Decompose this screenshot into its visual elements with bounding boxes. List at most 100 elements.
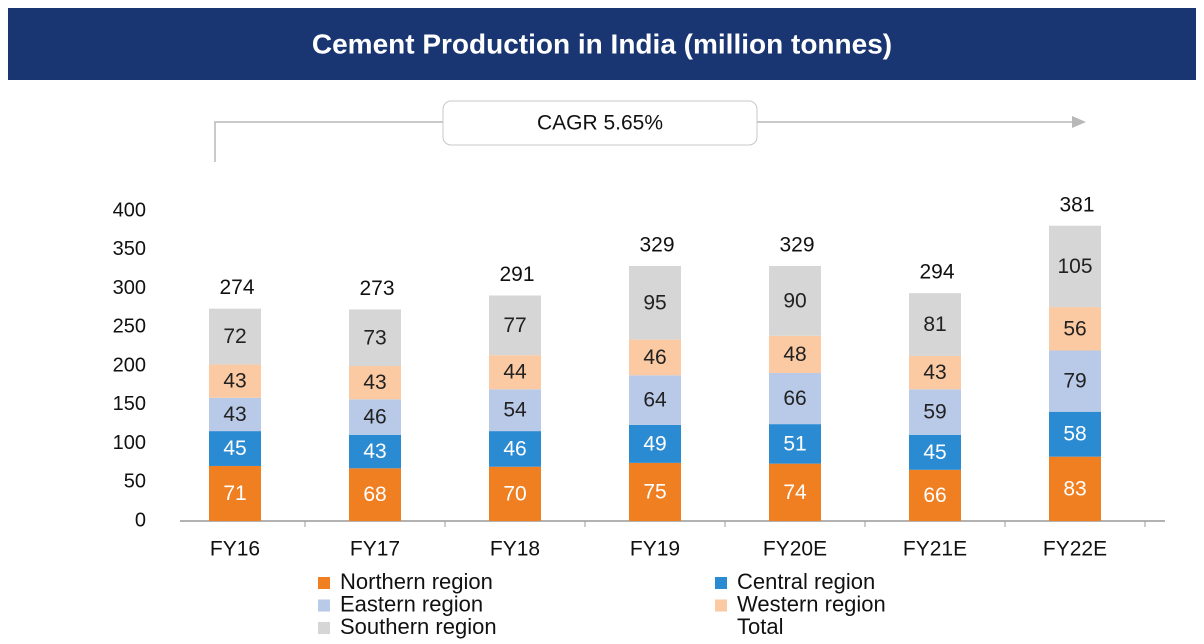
y-tick-label: 150 [113, 393, 146, 415]
bar-segment [909, 469, 961, 521]
data-label: 90 [783, 289, 806, 312]
data-label: 59 [923, 401, 946, 424]
bar-segment [629, 375, 681, 425]
data-label: 54 [503, 399, 527, 422]
x-tick-label: FY16 [210, 538, 260, 561]
data-label: 77 [503, 314, 526, 337]
legend-label: Central region [737, 569, 875, 594]
data-label: 74 [783, 481, 807, 504]
bar-segment [489, 355, 541, 390]
bar-segment [489, 466, 541, 521]
total-label: 291 [499, 263, 534, 286]
legend-swatch [715, 577, 727, 589]
legend-label: Western region [737, 591, 886, 616]
data-label: 48 [783, 343, 806, 366]
bar-segment [209, 465, 261, 521]
bar-segment [209, 397, 261, 432]
y-tick-label: 0 [135, 509, 146, 531]
data-label: 64 [643, 389, 667, 412]
data-label: 81 [923, 313, 946, 336]
data-label: 51 [783, 432, 806, 455]
y-tick-label: 400 [113, 199, 146, 221]
x-tick-label: FY17 [350, 538, 400, 561]
bar-segment [489, 389, 541, 432]
data-label: 66 [923, 484, 946, 507]
bar-segment [909, 355, 961, 390]
legend-swatch [318, 599, 330, 612]
y-tick-label: 300 [113, 277, 146, 299]
bar-segment [349, 468, 401, 521]
total-label: 294 [919, 261, 954, 284]
cagr-arrow [214, 121, 1072, 162]
data-label: 83 [1063, 477, 1086, 500]
legend-label: Eastern region [340, 591, 483, 616]
bar-segment [1049, 225, 1101, 308]
legend-swatch [318, 622, 330, 634]
bar-segment [349, 309, 401, 366]
data-label: 70 [503, 482, 526, 505]
bar-segment [769, 463, 821, 521]
x-tick-label: FY21E [903, 538, 967, 561]
arrow-head [1072, 116, 1086, 128]
total-label: 329 [779, 234, 814, 257]
data-label: 75 [643, 480, 666, 503]
bar-segment [349, 434, 401, 469]
data-label: 79 [1063, 370, 1086, 393]
total-label: 381 [1059, 193, 1094, 216]
y-tick-label: 100 [113, 432, 146, 454]
data-label: 68 [363, 483, 386, 506]
legend-swatch [318, 577, 330, 589]
x-tick-label: FY22E [1043, 538, 1107, 561]
bar-segment [349, 399, 401, 435]
data-label: 43 [923, 361, 946, 384]
data-label: 43 [363, 440, 386, 463]
data-label: 66 [783, 387, 806, 410]
y-tick-label: 250 [113, 316, 146, 338]
y-tick-label: 50 [124, 471, 146, 493]
data-label: 56 [1063, 317, 1086, 340]
chart-title: Cement Production in India (million tonn… [312, 28, 892, 59]
data-label: 45 [923, 441, 946, 464]
bar-segment [629, 339, 681, 376]
bar-segment [349, 366, 401, 400]
bar-segment [769, 424, 821, 464]
legend-label: Northern region [340, 569, 493, 594]
bar-segment [489, 431, 541, 467]
total-label: 274 [219, 276, 254, 299]
data-label: 44 [503, 361, 527, 384]
y-tick-label: 350 [113, 238, 146, 260]
bar-segment [1049, 456, 1101, 521]
bar-segment [209, 364, 261, 398]
bar-segment [489, 295, 541, 356]
bar-segment [629, 424, 681, 463]
bar-segment [769, 372, 821, 425]
x-tick-label: FY18 [490, 538, 540, 561]
x-tick-label: FY20E [763, 538, 827, 561]
title-band [8, 8, 1196, 80]
total-label: 329 [639, 234, 674, 257]
data-label: 49 [643, 432, 666, 455]
bar-segment [769, 266, 821, 336]
bar-segment [209, 431, 261, 466]
bar-segment [1049, 307, 1101, 351]
bar-segment [909, 389, 961, 435]
data-label: 43 [363, 371, 386, 394]
data-label: 43 [223, 403, 246, 426]
legend-label: Total [737, 614, 783, 639]
total-label: 273 [359, 277, 394, 300]
data-label: 105 [1057, 255, 1092, 278]
data-label: 72 [223, 325, 246, 348]
bar-segment [1049, 350, 1101, 412]
data-label: 73 [363, 326, 386, 349]
bar-segment [909, 434, 961, 470]
annotation: CAGR 5.65% [537, 112, 663, 135]
data-label: 46 [503, 437, 526, 460]
bar-segment [629, 462, 681, 521]
data-label: 58 [1063, 423, 1086, 446]
bar-segment [909, 293, 961, 356]
data-label: 46 [643, 346, 666, 369]
legend-swatch [715, 599, 727, 612]
bar-segment [1049, 411, 1101, 457]
data-label: 43 [223, 370, 246, 393]
